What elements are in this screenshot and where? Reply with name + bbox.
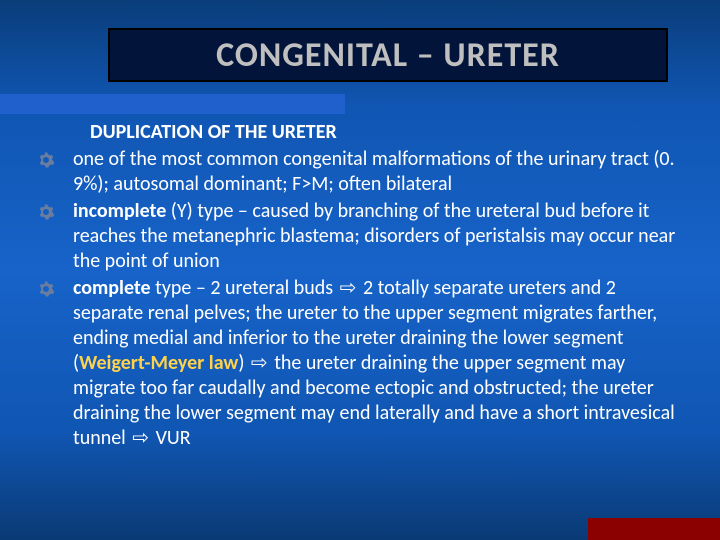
bullet-text: incomplete (Y) type – caused by branchin… xyxy=(73,199,675,273)
bullet-list: one of the most common congenital malfor… xyxy=(45,147,680,451)
slide-title: CONGENITAL – URETER xyxy=(216,35,560,76)
gear-icon xyxy=(37,280,55,298)
accent-bar xyxy=(0,94,345,114)
arrow-icon: ⇨ xyxy=(132,426,149,451)
list-item: incomplete (Y) type – caused by branchin… xyxy=(45,199,680,274)
arrow-icon: ⇨ xyxy=(340,276,357,301)
arrow-icon: ⇨ xyxy=(251,351,268,376)
text-segment: VUR xyxy=(151,426,191,450)
list-item: one of the most common congenital malfor… xyxy=(45,147,680,197)
title-box: CONGENITAL – URETER xyxy=(108,28,668,82)
accent-red-box xyxy=(588,518,720,540)
highlight-law: Weigert-Meyer law xyxy=(79,351,238,375)
section-heading: DUPLICATION OF THE URETER xyxy=(90,120,680,145)
bullet-text: one of the most common congenital malfor… xyxy=(73,147,675,196)
gear-icon xyxy=(37,203,55,221)
text-segment: ) xyxy=(238,351,249,375)
list-item: complete type – 2 ureteral buds ⇨ 2 tota… xyxy=(45,276,680,451)
lead-bold: incomplete xyxy=(73,199,166,223)
bullet-text: complete type – 2 ureteral buds ⇨ 2 tota… xyxy=(73,276,675,450)
lead-bold: complete xyxy=(73,276,151,300)
gear-icon xyxy=(37,151,55,169)
text-segment: type – 2 ureteral buds xyxy=(151,276,338,300)
content-area: DUPLICATION OF THE URETER one of the mos… xyxy=(45,120,680,453)
